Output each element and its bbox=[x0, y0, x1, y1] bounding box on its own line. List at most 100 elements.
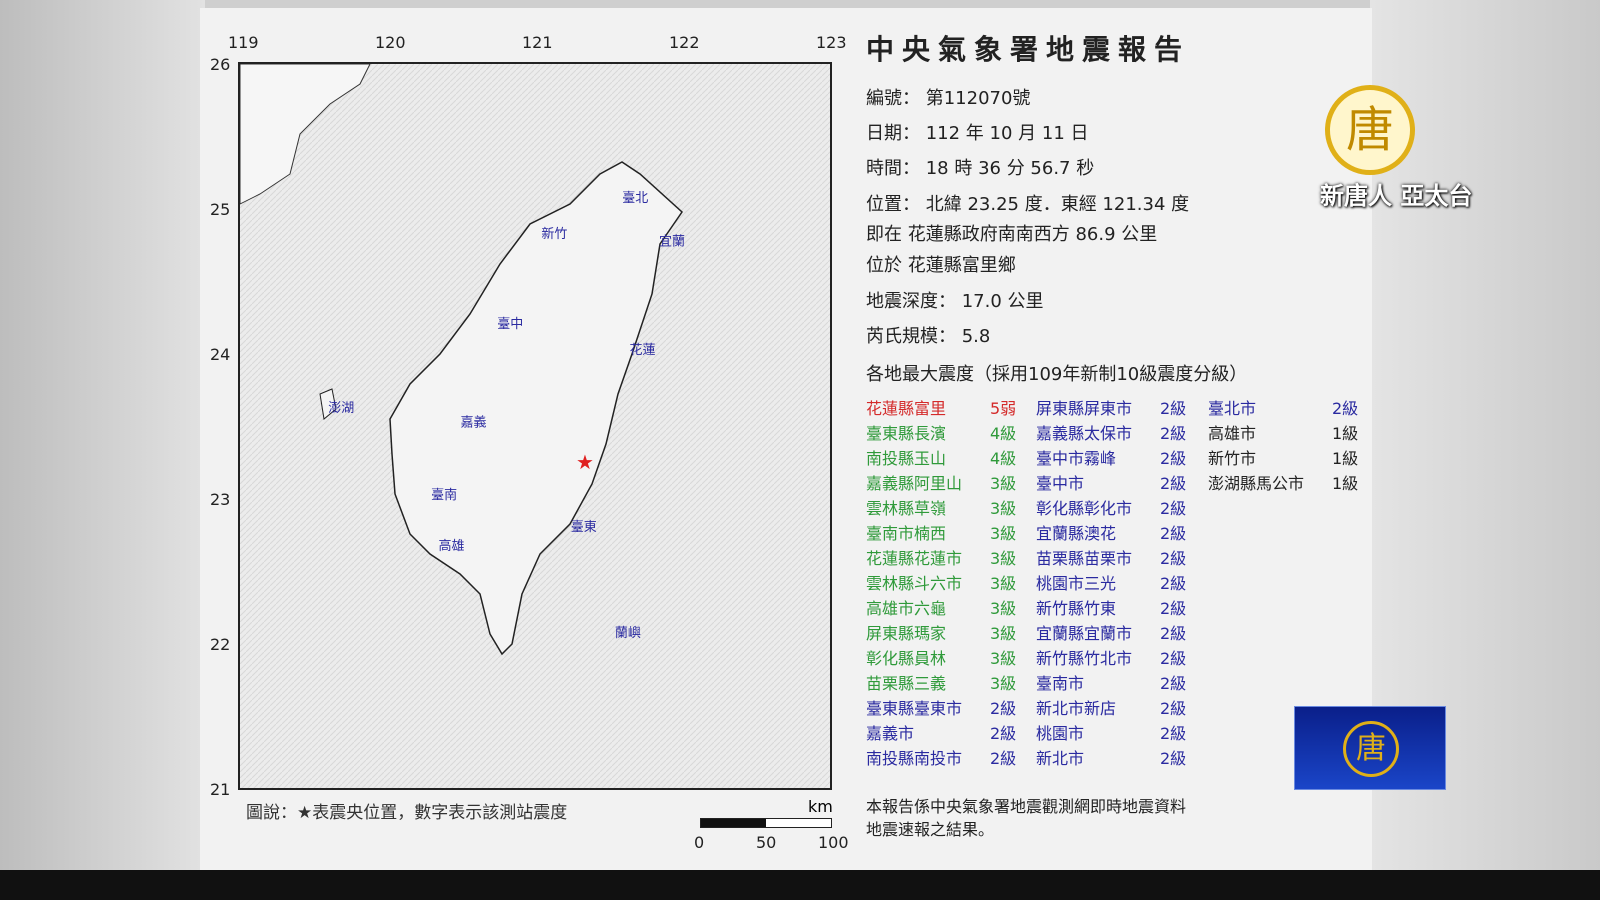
intensity-place: 彰化縣彰化市 bbox=[1036, 499, 1133, 518]
channel-bug: 唐 bbox=[1294, 706, 1446, 790]
city-label: 新竹 bbox=[541, 226, 567, 242]
intensity-place: 新竹縣竹北市 bbox=[1036, 649, 1133, 668]
intensity-level: 2級 bbox=[990, 724, 1017, 743]
lat-tick: 25 bbox=[210, 200, 231, 219]
city-label: 蘭嶼 bbox=[615, 625, 641, 641]
intensity-place: 嘉義市 bbox=[866, 724, 915, 743]
intensity-level: 2級 bbox=[990, 749, 1017, 768]
intensity-place: 花蓮縣花蓮市 bbox=[866, 549, 963, 568]
intensity-level: 2級 bbox=[1160, 624, 1187, 643]
ntd-logo-icon: 唐 bbox=[1325, 85, 1415, 175]
map-legend: 圖說：★表震央位置，數字表示該測站震度 bbox=[246, 803, 568, 823]
epicenter-star-icon: ★ bbox=[576, 450, 594, 474]
report-location: 位置： 北緯 23.25 度．東經 121.34 度 bbox=[866, 194, 1190, 215]
lat-tick: 21 bbox=[210, 780, 231, 799]
intensity-level: 3級 bbox=[990, 624, 1017, 643]
intensity-place: 南投縣玉山 bbox=[866, 449, 947, 468]
report-date: 日期： 112 年 10 月 11 日 bbox=[866, 123, 1089, 144]
city-label: 宜蘭 bbox=[659, 233, 685, 249]
intensity-level: 2級 bbox=[1160, 699, 1187, 718]
intensity-place: 雲林縣草嶺 bbox=[866, 499, 947, 518]
intensity-level: 5弱 bbox=[990, 399, 1017, 418]
intensity-place: 新竹市 bbox=[1208, 449, 1257, 468]
intensity-place: 桃園市 bbox=[1036, 724, 1085, 743]
lat-tick: 24 bbox=[210, 345, 231, 364]
lat-tick: 22 bbox=[210, 635, 231, 654]
report-number: 編號： 第112070號 bbox=[866, 88, 1031, 109]
intensity-level: 2級 bbox=[1332, 399, 1359, 418]
intensity-level: 1級 bbox=[1332, 424, 1359, 443]
intensity-level: 2級 bbox=[1160, 499, 1187, 518]
scale-bar bbox=[700, 818, 832, 828]
intensity-level: 1級 bbox=[1332, 449, 1359, 468]
intensity-level: 3級 bbox=[990, 549, 1017, 568]
lon-tick: 123 bbox=[816, 33, 847, 52]
intensity-place: 彰化縣員林 bbox=[866, 649, 947, 668]
intensity-place: 臺中市霧峰 bbox=[1036, 449, 1117, 468]
report-depth: 地震深度： 17.0 公里 bbox=[866, 291, 1044, 312]
lon-tick: 120 bbox=[375, 33, 406, 52]
report-footer-2: 地震速報之結果。 bbox=[866, 820, 995, 839]
city-label: 澎湖 bbox=[328, 401, 354, 416]
penghu-islands bbox=[319, 388, 337, 420]
intensity-place: 高雄市六龜 bbox=[866, 599, 947, 618]
report-township: 位於 花蓮縣富里鄉 bbox=[866, 255, 1016, 276]
intensity-place: 新北市新店 bbox=[1036, 699, 1117, 718]
intensity-place: 桃園市三光 bbox=[1036, 574, 1117, 593]
intensity-level: 3級 bbox=[990, 524, 1017, 543]
intensity-level: 1級 bbox=[1332, 474, 1359, 493]
report-relative-location: 即在 花蓮縣政府南南西方 86.9 公里 bbox=[866, 224, 1158, 245]
lon-tick: 121 bbox=[522, 33, 553, 52]
intensity-place: 嘉義縣阿里山 bbox=[866, 474, 963, 493]
intensity-level: 2級 bbox=[1160, 424, 1187, 443]
china-coast bbox=[239, 63, 371, 205]
intensity-level: 2級 bbox=[1160, 524, 1187, 543]
city-label: 臺南 bbox=[431, 487, 457, 503]
intensity-place: 澎湖縣馬公市 bbox=[1208, 474, 1305, 493]
intensity-place: 臺東縣臺東市 bbox=[866, 699, 963, 718]
intensity-level: 4級 bbox=[990, 424, 1017, 443]
city-label: 嘉義 bbox=[461, 415, 487, 431]
blurred-background-left bbox=[0, 0, 205, 870]
intensity-header: 各地最大震度（採用109年新制10級震度分級） bbox=[866, 364, 1248, 385]
scale-label-100: 100 bbox=[818, 833, 849, 852]
intensity-place: 臺中市 bbox=[1036, 474, 1085, 493]
intensity-level: 3級 bbox=[990, 599, 1017, 618]
intensity-level: 3級 bbox=[990, 574, 1017, 593]
city-label: 臺中 bbox=[497, 317, 523, 332]
city-label: 高雄 bbox=[438, 538, 464, 554]
intensity-place: 苗栗縣苗栗市 bbox=[1036, 549, 1133, 568]
scale-unit: km bbox=[808, 797, 833, 816]
intensity-place: 花蓮縣富里 bbox=[866, 399, 947, 418]
ntd-logo-small-icon: 唐 bbox=[1343, 721, 1399, 777]
report-magnitude: 芮氏規模： 5.8 bbox=[866, 326, 991, 347]
intensity-place: 苗栗縣三義 bbox=[866, 674, 947, 693]
city-label: 臺東 bbox=[571, 519, 597, 535]
bottom-bar bbox=[0, 870, 1600, 900]
channel-name: 新唐人 亞太台 bbox=[1320, 182, 1473, 210]
lon-tick: 122 bbox=[669, 33, 700, 52]
intensity-place: 臺南市楠西 bbox=[866, 524, 947, 543]
scale-label-0: 0 bbox=[694, 833, 705, 852]
map-frame: 臺北新竹 宜蘭臺中花蓮澎湖嘉義臺南高雄 臺東蘭嶼 ★ bbox=[238, 62, 832, 790]
intensity-level: 2級 bbox=[1160, 649, 1187, 668]
intensity-level: 2級 bbox=[1160, 674, 1187, 693]
intensity-level: 3級 bbox=[990, 674, 1017, 693]
intensity-place: 雲林縣斗六市 bbox=[866, 574, 963, 593]
intensity-place: 臺南市 bbox=[1036, 674, 1085, 693]
city-label: 臺北 bbox=[622, 191, 648, 206]
intensity-level: 2級 bbox=[1160, 549, 1187, 568]
intensity-level: 2級 bbox=[1160, 474, 1187, 493]
intensity-level: 3級 bbox=[990, 499, 1017, 518]
report-time: 時間： 18 時 36 分 56.7 秒 bbox=[866, 158, 1095, 179]
lon-tick: 119 bbox=[228, 33, 259, 52]
lat-tick: 23 bbox=[210, 490, 231, 509]
report-title: 中央氣象署地震報告 bbox=[866, 33, 1191, 66]
intensity-level: 2級 bbox=[990, 699, 1017, 718]
city-label: 花蓮 bbox=[630, 342, 656, 358]
intensity-level: 2級 bbox=[1160, 724, 1187, 743]
intensity-place: 臺北市 bbox=[1208, 399, 1257, 418]
intensity-place: 宜蘭縣宜蘭市 bbox=[1036, 624, 1133, 643]
lat-tick: 26 bbox=[210, 55, 231, 74]
